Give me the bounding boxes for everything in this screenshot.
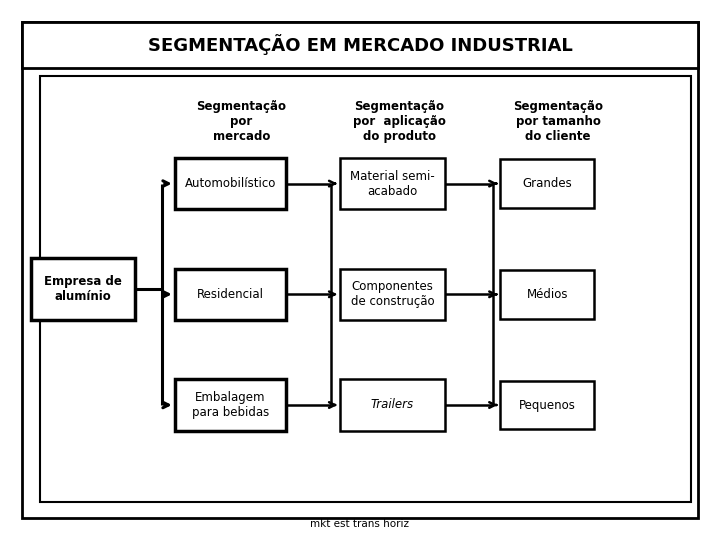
Bar	[174, 379, 287, 431]
Bar	[341, 268, 445, 320]
Text: Automobilístico: Automobilístico	[185, 177, 276, 190]
Text: Empresa de
alumínio: Empresa de alumínio	[44, 275, 122, 303]
Bar	[174, 158, 287, 209]
Text: Material semi-
acabado: Material semi- acabado	[350, 170, 435, 198]
Bar	[500, 270, 594, 319]
Text: Segmentação
por tamanho
do cliente: Segmentação por tamanho do cliente	[513, 100, 603, 143]
Bar	[341, 379, 445, 431]
Text: Embalagem
para bebidas: Embalagem para bebidas	[192, 391, 269, 419]
Bar	[341, 158, 445, 209]
Bar	[174, 268, 287, 320]
Text: Residencial: Residencial	[197, 288, 264, 301]
Text: Componentes
de construção: Componentes de construção	[351, 280, 434, 308]
Text: SEGMENTAÇÃO EM MERCADO INDUSTRIAL: SEGMENTAÇÃO EM MERCADO INDUSTRIAL	[148, 34, 572, 55]
Text: Segmentação
por
mercado: Segmentação por mercado	[196, 100, 287, 143]
Text: Pequenos: Pequenos	[519, 399, 575, 411]
Bar	[31, 258, 135, 320]
Bar	[500, 159, 594, 208]
Text: mkt est trans horiz: mkt est trans horiz	[310, 519, 410, 529]
Text: Trailers: Trailers	[371, 399, 414, 411]
Bar	[500, 381, 594, 429]
Bar	[40, 76, 691, 502]
Bar	[22, 22, 698, 68]
Text: Segmentação
por  aplicação
do produto: Segmentação por aplicação do produto	[354, 100, 446, 143]
Text: Grandes: Grandes	[522, 177, 572, 190]
Text: Médios: Médios	[526, 288, 568, 301]
